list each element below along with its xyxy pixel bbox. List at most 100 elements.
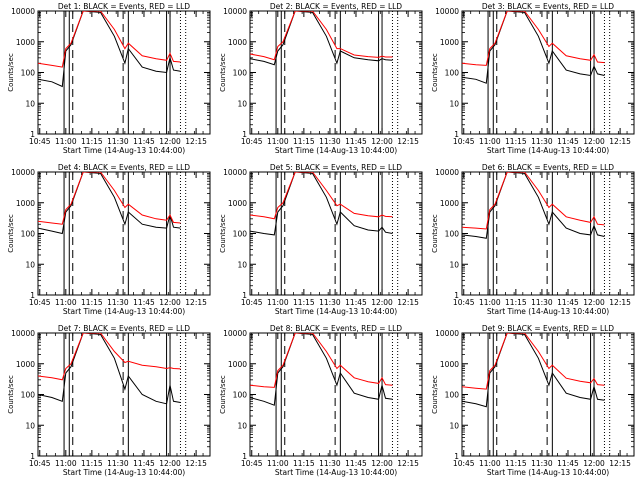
- chart-title: Det 5: BLACK = Events, RED = LLD: [270, 163, 402, 172]
- y-tick-label: 10: [449, 99, 459, 108]
- x-tick-label: 10:45: [453, 459, 475, 468]
- x-tick-label: 11:00: [55, 459, 77, 468]
- x-tick-label: 11:00: [267, 459, 289, 468]
- y-tick-label: 1000: [228, 360, 247, 369]
- series-line-events: [462, 333, 605, 408]
- x-tick-label: 11:30: [531, 298, 553, 307]
- x-tick-label: 11:15: [81, 298, 103, 307]
- series-line-events: [38, 172, 181, 235]
- x-tick-label: 12:15: [609, 298, 631, 307]
- x-tick-label: 12:00: [371, 459, 393, 468]
- y-tick-label: 10000: [11, 7, 35, 16]
- series-line-lld: [250, 333, 393, 388]
- x-tick-label: 11:15: [293, 298, 315, 307]
- x-axis-label: Start Time (14-Aug-13 10:44:00): [487, 146, 609, 155]
- y-tick-label: 1000: [16, 199, 35, 208]
- x-tick-label: 12:15: [397, 298, 419, 307]
- chart-panel-1: 1 10 100 1000 10000 10:45 11:00 11:15 11:30 11:45…: [7, 2, 211, 155]
- y-tick-label: 1: [454, 291, 459, 300]
- series-line-events: [462, 172, 605, 239]
- x-tick-label: 11:30: [107, 137, 129, 146]
- x-tick-label: 12:15: [185, 459, 207, 468]
- y-axis-label: Counts/sec: [431, 214, 439, 253]
- x-tick-label: 11:30: [531, 137, 553, 146]
- y-tick-label: 10: [25, 260, 35, 269]
- x-tick-label: 11:45: [557, 137, 579, 146]
- chart-title: Det 2: BLACK = Events, RED = LLD: [270, 2, 402, 11]
- y-tick-label: 1: [454, 452, 459, 461]
- series-line-lld: [38, 333, 181, 381]
- y-tick-label: 1: [30, 130, 35, 139]
- y-axis-label: Counts/sec: [7, 375, 15, 414]
- chart-title: Det 7: BLACK = Events, RED = LLD: [58, 324, 190, 333]
- y-axis-label: Counts/sec: [7, 53, 15, 92]
- y-tick-label: 1: [30, 452, 35, 461]
- series-line-events: [462, 11, 605, 84]
- series-line-lld: [462, 172, 605, 230]
- x-tick-label: 12:15: [185, 298, 207, 307]
- x-tick-label: 11:00: [267, 137, 289, 146]
- y-tick-label: 100: [445, 230, 460, 239]
- x-tick-label: 11:45: [345, 137, 367, 146]
- x-tick-label: 12:15: [397, 459, 419, 468]
- x-tick-label: 11:15: [81, 137, 103, 146]
- x-tick-label: 11:45: [557, 298, 579, 307]
- y-tick-label: 100: [233, 69, 248, 78]
- y-tick-label: 1000: [16, 38, 35, 47]
- y-axis-label: Counts/sec: [431, 53, 439, 92]
- x-tick-label: 11:00: [479, 459, 501, 468]
- chart-title: Det 4: BLACK = Events, RED = LLD: [58, 163, 190, 172]
- y-tick-label: 10: [449, 421, 459, 430]
- x-axis-label: Start Time (14-Aug-13 10:44:00): [487, 307, 609, 316]
- chart-title: Det 3: BLACK = Events, RED = LLD: [482, 2, 614, 11]
- x-tick-label: 11:00: [55, 298, 77, 307]
- series-line-lld: [250, 11, 393, 61]
- y-tick-label: 10: [237, 260, 247, 269]
- x-tick-label: 11:30: [531, 459, 553, 468]
- y-tick-label: 100: [21, 391, 36, 400]
- x-tick-label: 12:00: [159, 137, 181, 146]
- x-axis-label: Start Time (14-Aug-13 10:44:00): [487, 468, 609, 477]
- y-axis-label: Counts/sec: [219, 53, 227, 92]
- chart-panel-9: 1 10 100 1000 10000 10:45 11:00 11:15 11:30 11:45…: [431, 324, 635, 477]
- y-axis-label: Counts/sec: [7, 214, 15, 253]
- x-tick-label: 11:00: [55, 137, 77, 146]
- chart-panel-2: 1 10 100 1000 10000 10:45 11:00 11:15 11:30 11:45…: [219, 2, 423, 155]
- series-line-lld: [38, 172, 181, 225]
- y-axis-label: Counts/sec: [219, 214, 227, 253]
- y-tick-label: 10000: [435, 329, 459, 338]
- series-line-events: [38, 11, 181, 88]
- x-tick-label: 10:45: [29, 459, 51, 468]
- series-line-events: [38, 333, 181, 405]
- x-tick-label: 12:15: [609, 459, 631, 468]
- x-tick-label: 11:15: [505, 298, 527, 307]
- x-tick-label: 12:00: [371, 298, 393, 307]
- x-tick-label: 11:45: [133, 459, 155, 468]
- x-tick-label: 12:00: [159, 459, 181, 468]
- y-tick-label: 10000: [223, 329, 247, 338]
- chart-panel-7: 1 10 100 1000 10000 10:45 11:00 11:15 11:30 11:45…: [7, 324, 211, 477]
- x-axis-label: Start Time (14-Aug-13 10:44:00): [63, 146, 185, 155]
- y-tick-label: 10000: [11, 168, 35, 177]
- y-tick-label: 10: [449, 260, 459, 269]
- y-tick-label: 100: [21, 69, 36, 78]
- y-tick-label: 1000: [440, 38, 459, 47]
- series-line-events: [250, 11, 393, 66]
- y-tick-label: 1: [242, 130, 247, 139]
- y-tick-label: 1: [454, 130, 459, 139]
- x-tick-label: 11:45: [133, 137, 155, 146]
- x-tick-label: 11:45: [557, 459, 579, 468]
- x-tick-label: 10:45: [241, 298, 263, 307]
- y-tick-label: 10: [237, 99, 247, 108]
- y-tick-label: 10000: [435, 168, 459, 177]
- chart-title: Det 6: BLACK = Events, RED = LLD: [482, 163, 614, 172]
- series-line-lld: [462, 333, 605, 390]
- chart-panel-5: 1 10 100 1000 10000 10:45 11:00 11:15 11:30 11:45…: [219, 163, 423, 316]
- x-tick-label: 11:30: [107, 459, 129, 468]
- y-tick-label: 10000: [223, 168, 247, 177]
- y-tick-label: 1: [242, 291, 247, 300]
- y-axis-label: Counts/sec: [219, 375, 227, 414]
- y-tick-label: 1000: [228, 199, 247, 208]
- x-tick-label: 12:00: [583, 298, 605, 307]
